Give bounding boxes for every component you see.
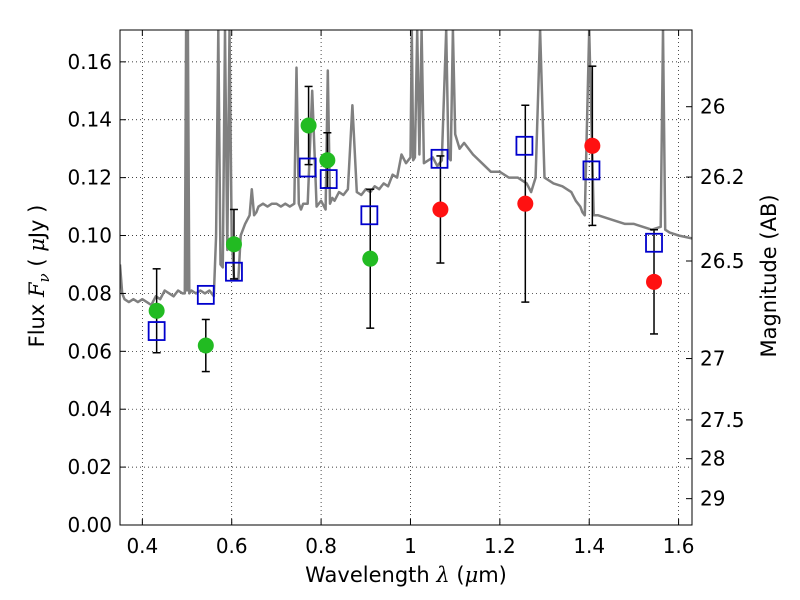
y-tick-label: 0.02 (67, 455, 112, 479)
y-tick-label: 0.08 (67, 281, 112, 305)
y2-tick-label: 27 (700, 347, 725, 371)
y2-tick-label: 26.2 (700, 165, 745, 189)
y-tick-label: 0.06 (67, 339, 112, 363)
y2-tick-label: 29 (700, 487, 725, 511)
data-point (646, 273, 663, 290)
data-point (584, 137, 601, 154)
model-flux-square (147, 321, 166, 341)
y2-tick-label: 26.5 (700, 249, 745, 273)
y-tick-label: 0.04 (67, 397, 112, 421)
y-tick-label: 0.10 (67, 224, 112, 248)
data-point (432, 201, 449, 218)
x-tick-label: 0.4 (126, 534, 158, 558)
ticks (120, 30, 692, 526)
x-tick-label: 1.6 (663, 534, 695, 558)
y2-axis-label: Magnitude (AB) (757, 194, 781, 357)
x-tick-labels: 0.4 0.6 0.8 1 1.2 1.4 1.6 (126, 534, 694, 558)
y2-tick-label: 26 (700, 95, 725, 119)
y-tick-label: 0.14 (67, 108, 112, 132)
model-flux-square (430, 148, 449, 169)
sed-line (120, 30, 692, 307)
data-point (362, 250, 379, 267)
data-point (517, 195, 534, 212)
data-point (197, 337, 214, 354)
data-point (319, 152, 336, 169)
data-point (148, 302, 165, 319)
x-tick-label: 0.6 (216, 534, 248, 558)
y-axis-label: Flux Fν ( μJy ) (25, 205, 53, 348)
model-flux-square (645, 232, 663, 253)
plot-frame (119, 29, 693, 526)
data-point (225, 236, 242, 253)
x-tick-label: 1.4 (573, 534, 605, 558)
model-squares (147, 135, 663, 341)
y2-tick-label: 27.5 (700, 408, 745, 432)
x-tick-label: 1 (404, 534, 417, 558)
model-flux-square (225, 261, 243, 282)
sed-line-layer (120, 30, 692, 307)
model-flux-square (196, 284, 215, 305)
y2-tick-label: 28 (700, 447, 725, 471)
data-point (300, 117, 317, 134)
y-tick-labels: 0.00 0.02 0.04 0.06 0.08 0.10 0.12 0.14 0.16 (67, 50, 112, 537)
y-tick-label: 0.12 (67, 166, 112, 190)
x-tick-label: 0.8 (305, 534, 337, 558)
model-flux-square (360, 205, 379, 226)
data-points (148, 117, 663, 354)
y-tick-label: 0.16 (67, 50, 112, 74)
y-tick-label: 0.00 (67, 513, 112, 537)
y2-tick-labels: 26 26.2 26.5 27 27.5 28 29 (700, 95, 745, 511)
x-tick-label: 1.2 (484, 534, 516, 558)
model-flux-square (319, 169, 338, 189)
model-flux-square (515, 135, 534, 156)
x-axis-label: Wavelength λ (μm) (305, 563, 507, 587)
model-flux-square (298, 157, 317, 178)
model-flux-square (582, 160, 601, 181)
grid (120, 30, 692, 526)
